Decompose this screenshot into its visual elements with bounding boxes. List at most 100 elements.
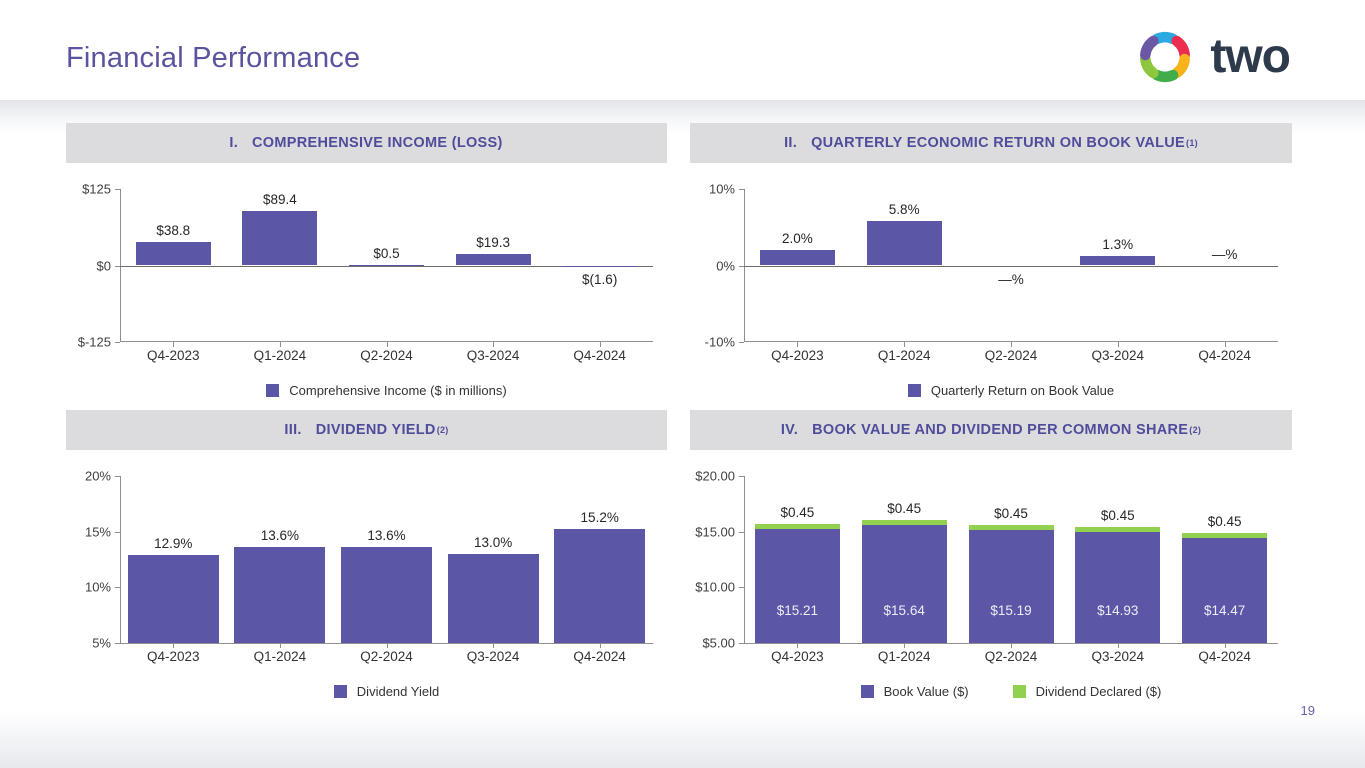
data-label: $0.45 — [1207, 513, 1242, 529]
chart-title-number: IV. — [780, 422, 799, 438]
y-axis-tick — [115, 587, 120, 588]
bar-dividend — [861, 519, 947, 525]
legend-label: Dividend Declared ($) — [1035, 684, 1162, 699]
bar-dividend — [968, 524, 1054, 530]
y-axis-tick — [739, 532, 744, 533]
panel-dividend-yield: III. DIVIDEND YIELD (2) 20% 15% 10% 5% 12.9%… — [66, 410, 667, 699]
y-axis-tick — [115, 532, 120, 533]
data-label: $0.45 — [1100, 508, 1135, 524]
y-axis-label: 0% — [716, 258, 735, 274]
y-axis-tick — [115, 643, 120, 644]
chart-title-text: DIVIDEND YIELD — [315, 422, 436, 438]
panel-comprehensive-income: I. COMPREHENSIVE INCOME (LOSS) $125 $0 $-1… — [66, 123, 667, 398]
data-label-inside: $14.47 — [1203, 603, 1246, 618]
panel-book-value-dividend: IV. BOOK VALUE AND DIVIDEND PER COMMON S… — [690, 410, 1292, 699]
y-axis-tick — [739, 643, 744, 644]
y-axis-label: $125 — [82, 181, 111, 197]
chart-quarterly-economic-return: 10% 0% -10% 2.0% 5.8% —% 1.3% —% Q4-2023 Q1-2024… — [690, 182, 1292, 398]
data-label: $89.4 — [262, 191, 297, 207]
x-axis-tick — [1011, 342, 1012, 347]
chart-title-text: COMPREHENSIVE INCOME (LOSS) — [252, 135, 503, 151]
chart-comprehensive-income: $125 $0 $-125 $38.8 $89.4 $0.5 $19.3 $(1.6) Q4-… — [66, 182, 667, 398]
y-axis-label: 5% — [92, 635, 111, 651]
bar — [554, 529, 646, 643]
y-axis-label: $15.00 — [695, 524, 735, 540]
legend-label: Quarterly Return on Book Value — [930, 383, 1115, 398]
x-axis-label: Q1-2024 — [877, 348, 931, 363]
x-axis-label: Q3-2024 — [1091, 348, 1145, 363]
y-axis-line — [120, 476, 121, 643]
x-axis-label: Q4-2024 — [573, 348, 626, 363]
plot-area: 10% 0% -10% 2.0% 5.8% —% 1.3% —% — [705, 182, 1278, 350]
data-label-inside: $15.19 — [990, 603, 1032, 618]
x-axis-tick — [797, 643, 798, 648]
chart-dividend-yield: 20% 15% 10% 5% 12.9% 13.6% 13.6% 13.0% 15.2% Q4-… — [66, 469, 667, 699]
x-axis-line — [744, 341, 1278, 342]
y-axis-tick — [115, 189, 120, 190]
data-label-inside: $15.21 — [776, 603, 819, 618]
data-label: 5.8% — [888, 202, 920, 218]
x-axis-tick — [797, 342, 798, 347]
chart-title-quarterly-economic-return: II. QUARTERLY ECONOMIC RETURN ON BOOK VA… — [690, 123, 1292, 163]
baseline — [120, 266, 653, 267]
legend-item: Book Value ($) — [860, 684, 969, 699]
y-axis-line — [744, 476, 745, 643]
x-axis-label: Q4-2023 — [147, 348, 200, 363]
page-number: 19 — [1300, 703, 1315, 718]
bar — [562, 265, 638, 267]
data-label: 15.2% — [580, 510, 619, 526]
bar — [135, 241, 211, 266]
data-label: $0.45 — [780, 505, 815, 521]
data-label: $(1.6) — [582, 272, 618, 288]
chart-title-text: QUARTERLY ECONOMIC RETURN ON BOOK VALUE — [811, 135, 1186, 151]
x-axis-tick — [493, 643, 494, 648]
legend: Comprehensive Income ($ in millions) — [120, 383, 653, 398]
bar — [127, 555, 219, 643]
y-axis-tick — [115, 476, 120, 477]
x-axis: Q4-2023 Q1-2024 Q2-2024 Q3-2024 Q4-2024 — [744, 649, 1278, 664]
panel-quarterly-economic-return: II. QUARTERLY ECONOMIC RETURN ON BOOK VA… — [690, 123, 1292, 398]
x-axis-label: Q4-2023 — [771, 348, 824, 363]
y-axis-label: $0 — [96, 258, 111, 274]
x-axis-tick — [173, 342, 174, 347]
y-axis-label: $5.00 — [702, 635, 735, 651]
x-axis-label: Q3-2024 — [1091, 649, 1145, 664]
legend: Dividend Yield — [120, 684, 653, 699]
x-axis-tick — [493, 342, 494, 347]
chart-title-text: BOOK VALUE AND DIVIDEND PER COMMON SHARE — [812, 422, 1189, 438]
y-axis-label: 10% — [708, 181, 735, 197]
data-label: 12.9% — [154, 536, 193, 552]
chart-title-number: III. — [284, 422, 302, 438]
legend: Book Value ($) Dividend Declared ($) — [744, 684, 1278, 699]
legend-item: Dividend Declared ($) — [1012, 684, 1162, 699]
data-label: 13.0% — [473, 534, 513, 550]
legend-swatch — [266, 384, 280, 397]
bar-dividend — [1075, 527, 1161, 533]
bar — [242, 210, 318, 266]
footer-gradient — [0, 710, 1365, 768]
data-label-inside: $14.93 — [1097, 603, 1139, 618]
x-axis-tick — [904, 342, 905, 347]
x-axis-label: Q2-2024 — [984, 348, 1038, 363]
x-axis-label: Q4-2023 — [147, 649, 200, 664]
bar — [349, 265, 424, 267]
y-axis-tick — [739, 587, 744, 588]
legend-label: Comprehensive Income ($ in millions) — [289, 383, 507, 398]
data-label: $0.45 — [994, 505, 1028, 521]
chart-title-number: II. — [784, 135, 798, 151]
bar-book-value — [861, 524, 947, 643]
bar — [759, 250, 835, 266]
bar-book-value — [1182, 537, 1268, 643]
plot-area: $125 $0 $-125 $38.8 $89.4 $0.5 $19.3 $(1.6) — [78, 182, 653, 350]
y-axis-tick — [739, 266, 744, 267]
chart-title-book-value-dividend: IV. BOOK VALUE AND DIVIDEND PER COMMON S… — [690, 410, 1292, 450]
x-axis-tick — [1011, 643, 1012, 648]
plot-area: $20.00 $15.00 $10.00 $5.00 $15.21 $0.45 $15.64… — [695, 469, 1278, 651]
two-logo-icon — [1140, 31, 1191, 83]
x-axis: Q4-2023 Q1-2024 Q2-2024 Q3-2024 Q4-2024 — [744, 348, 1278, 363]
data-label: $0.45 — [887, 500, 922, 516]
x-axis-tick — [387, 643, 388, 648]
bar-dividend — [754, 524, 840, 530]
bar — [234, 547, 326, 643]
